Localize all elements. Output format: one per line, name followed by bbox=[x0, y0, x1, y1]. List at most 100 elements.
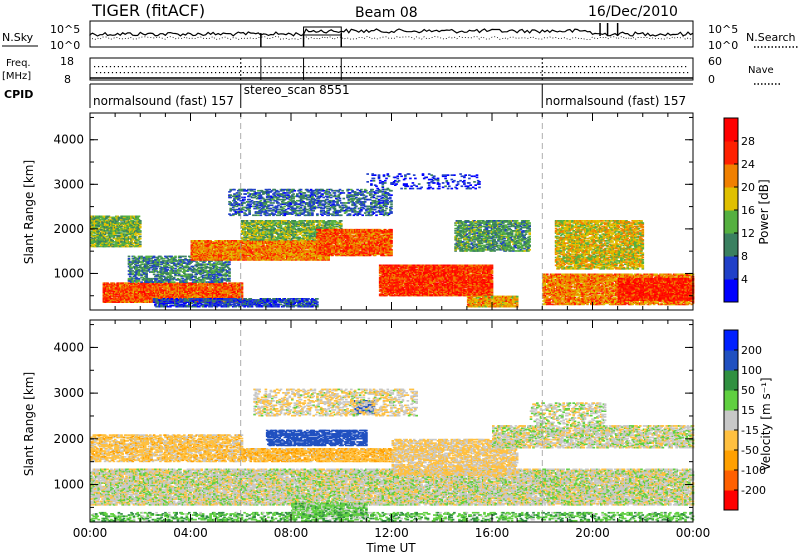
nave-dot bbox=[651, 72, 652, 73]
nave-dot bbox=[251, 72, 252, 73]
heatmap-cell bbox=[193, 271, 196, 273]
freq-dot bbox=[169, 66, 170, 67]
nave-dot bbox=[683, 72, 684, 73]
heatmap-cell bbox=[160, 278, 163, 280]
nave-dot bbox=[290, 72, 291, 73]
heatmap-cell bbox=[178, 272, 181, 274]
freq-dot bbox=[499, 66, 500, 67]
nave-dot bbox=[239, 72, 240, 73]
freq-dot bbox=[352, 66, 353, 67]
freq-dot bbox=[641, 66, 642, 67]
heatmap-cell bbox=[172, 267, 175, 269]
freq-dot bbox=[630, 66, 631, 67]
freq-dot bbox=[300, 66, 301, 67]
freq-dot bbox=[661, 66, 662, 67]
nave-dot bbox=[163, 72, 164, 73]
nsearch-tick-top: 10^5 bbox=[708, 23, 738, 36]
freq-dot bbox=[622, 66, 623, 67]
freq-dot bbox=[399, 66, 400, 67]
heatmap-cell bbox=[184, 256, 187, 258]
heatmap-cell bbox=[139, 243, 142, 245]
nave-dot bbox=[275, 72, 276, 73]
heatmap-cell bbox=[138, 216, 141, 218]
freq-dot bbox=[503, 66, 504, 67]
nsky-tick-bottom: 10^0 bbox=[50, 39, 80, 52]
freq-dot bbox=[360, 66, 361, 67]
freq-dot bbox=[649, 66, 650, 67]
nave-dot bbox=[227, 72, 228, 73]
nave-dot bbox=[278, 72, 279, 73]
heatmap-cell bbox=[129, 261, 132, 263]
cpid-segment-label-2: normalsound (fast) 157 bbox=[545, 94, 686, 108]
freq-dot bbox=[221, 66, 222, 67]
date-title: 16/Dec/2010 bbox=[588, 4, 678, 20]
nave-dot bbox=[112, 72, 113, 73]
heatmap-cell bbox=[99, 223, 102, 225]
nave-dot bbox=[378, 72, 379, 73]
heatmap-cell bbox=[139, 236, 142, 238]
freq-dot bbox=[467, 66, 468, 67]
heatmap-cell bbox=[170, 276, 173, 278]
nave-dot bbox=[354, 72, 355, 73]
freq-dot bbox=[154, 66, 155, 67]
nave-dot bbox=[219, 72, 220, 73]
nave-dot bbox=[445, 72, 446, 73]
nave-dot bbox=[382, 72, 383, 73]
heatmap-cell bbox=[148, 278, 151, 280]
nsearch-tick-bottom: 10^0 bbox=[708, 39, 738, 52]
heatmap-cell bbox=[139, 220, 142, 222]
heatmap-cell bbox=[140, 281, 143, 283]
heatmap-cell bbox=[132, 242, 135, 244]
freq-dot bbox=[130, 66, 131, 67]
freq-dot bbox=[582, 66, 583, 67]
nave-dot bbox=[429, 72, 430, 73]
heatmap-cell bbox=[139, 230, 142, 232]
nave-dot bbox=[643, 72, 644, 73]
freq-dot bbox=[626, 66, 627, 67]
nave-dot bbox=[524, 72, 525, 73]
freq-dot bbox=[122, 66, 123, 67]
freq-dot bbox=[265, 66, 266, 67]
nave-dot bbox=[243, 72, 244, 73]
freq-dot bbox=[637, 66, 638, 67]
freq-dot bbox=[483, 66, 484, 67]
freq-dot bbox=[328, 66, 329, 67]
freq-dot bbox=[94, 66, 95, 67]
freq-dot bbox=[368, 66, 369, 67]
nave-dot bbox=[441, 72, 442, 73]
freq-dot bbox=[447, 66, 448, 67]
nave-dot bbox=[628, 72, 629, 73]
heatmap-cell bbox=[228, 282, 231, 284]
freq-dot bbox=[189, 66, 190, 67]
nave-dot bbox=[183, 72, 184, 73]
freq-dot bbox=[253, 66, 254, 67]
nave-dot bbox=[552, 72, 553, 73]
nave-dot bbox=[358, 72, 359, 73]
nave-dot bbox=[536, 72, 537, 73]
freq-dot bbox=[669, 66, 670, 67]
freq-dot bbox=[320, 66, 321, 67]
nave-dot bbox=[473, 72, 474, 73]
nave-dot bbox=[231, 72, 232, 73]
nave-dot bbox=[477, 72, 478, 73]
heatmap-cell bbox=[180, 275, 183, 277]
nave-dot bbox=[413, 72, 414, 73]
nave-dot bbox=[96, 72, 97, 73]
freq-dot bbox=[673, 66, 674, 67]
nave-dot bbox=[235, 72, 236, 73]
nave-dot bbox=[191, 72, 192, 73]
freq-dot bbox=[233, 66, 234, 67]
nave-dot bbox=[421, 72, 422, 73]
freq-dot bbox=[173, 66, 174, 67]
freq-dot bbox=[538, 66, 539, 67]
freq-dot bbox=[380, 66, 381, 67]
nave-dot bbox=[687, 72, 688, 73]
freq-dot bbox=[388, 66, 389, 67]
nave-dot bbox=[187, 72, 188, 73]
nave-dot bbox=[437, 72, 438, 73]
nave-dot bbox=[100, 72, 101, 73]
freq-dot bbox=[522, 66, 523, 67]
nave-dot bbox=[675, 72, 676, 73]
heatmap-cell bbox=[163, 258, 166, 260]
nave-dot bbox=[175, 72, 176, 73]
